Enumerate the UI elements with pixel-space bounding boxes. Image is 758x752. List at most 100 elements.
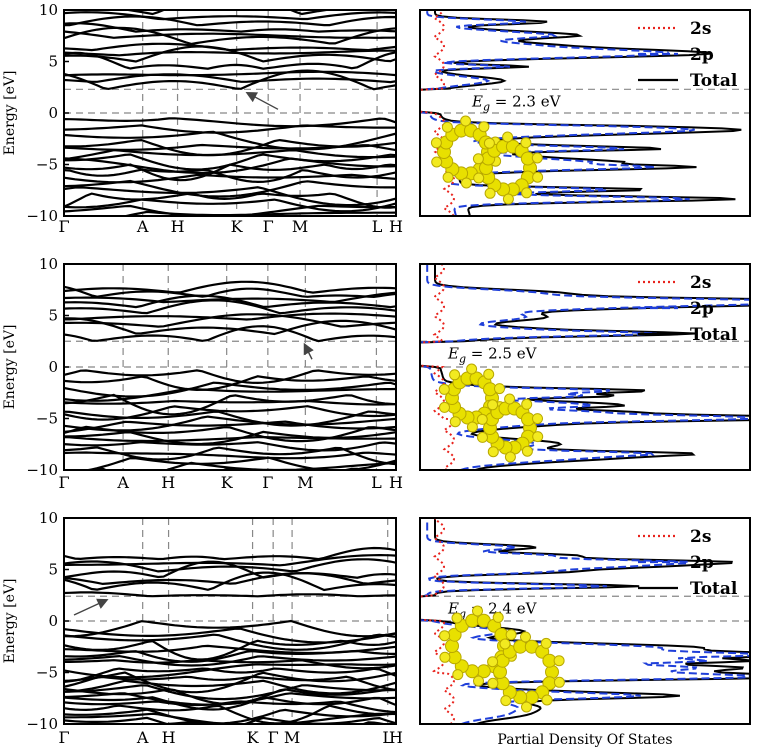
conduction-band [64,546,396,561]
ytick-label: −10 [26,461,58,479]
kpoint-label: L [372,217,383,236]
legend-label: Total [690,325,738,345]
valence-band [64,124,396,134]
kpoint-label: A [136,217,149,236]
valence-band [64,436,396,443]
conduction-band [64,571,396,592]
valence-band [64,138,396,157]
conduction-band [64,312,396,321]
valence-band [64,679,396,695]
kpoint-label: H [161,473,175,492]
valence-band [64,369,396,385]
conduction-band [64,15,396,27]
conduction-band [64,30,396,39]
valence-band [64,704,396,724]
valence-band [82,456,396,470]
kpoint-label: K [221,473,234,492]
ytick-label: 0 [48,104,58,122]
valence-band [64,204,396,216]
valence-band [64,381,396,398]
conduction-band [64,73,396,84]
ytick-label: −5 [36,156,58,174]
valence-band [64,149,396,161]
kpoint-label: L [371,473,382,492]
bands-group [64,280,396,470]
dos-xlabel: Partial Density Of States [497,732,672,748]
ytick-label: −10 [26,715,58,733]
ytick-label: −10 [26,207,58,225]
conduction-band [64,22,396,33]
kpoint-label: M [292,217,308,236]
valence-band [64,700,396,714]
valence-band [64,675,396,692]
kpoint-label: H [162,728,176,747]
kpoint-label: H [389,473,403,492]
valence-band [64,163,396,182]
kpoint-label: M [297,473,313,492]
conduction-band [64,553,396,567]
conduction-band [64,317,396,336]
legend-label: 2s [690,19,711,39]
dos-curves-group [420,264,750,470]
y-axis-label: Energy [eV] [2,325,18,410]
band-gap-value: = 2.4 eV [466,599,538,617]
valence-band [64,692,396,706]
band-gap-annotation: Eg = 2.5 eV [447,344,538,365]
legend-label: 2s [690,527,711,547]
conduction-band [64,591,396,598]
conduction-band [64,299,396,315]
valence-band [64,671,396,694]
valence-band [64,708,396,724]
bands-group [64,10,396,216]
valence-band [64,696,396,711]
conduction-band [64,42,396,52]
conduction-band [64,572,396,586]
ytick-label: −5 [36,410,58,428]
valence-band [64,663,396,679]
kpoint-label: A [136,728,149,747]
legend-label: 2p [690,299,714,319]
valence-band [64,186,396,207]
band-gap-annotation: Eg = 2.4 eV [447,599,538,620]
conduction-band [64,70,396,77]
kpoint-label: L [382,728,393,747]
band-gap-arrow [245,91,279,110]
legend-label: 2s [690,273,711,293]
kpoint-label: H [171,217,185,236]
dos-axes-frame [419,9,751,217]
ytick-label: 5 [48,307,58,325]
kpoint-label: K [247,728,260,747]
conduction-band [64,51,396,70]
total-dos-curve [420,10,742,216]
valence-band [64,712,396,724]
conduction-band [64,11,396,21]
s-orbital-dos-curve [420,264,456,470]
band-gap-annotation: Eg = 2.3 eV [471,92,562,113]
band-gap-value: = 2.3 eV [490,92,562,110]
bands-group [64,546,396,724]
conduction-band [64,313,396,328]
conduction-band [120,10,334,16]
kpoint-label: H [389,728,403,747]
kpoint-label: A [116,473,129,492]
ytick-label: 0 [48,612,58,630]
molecule-structure-image [438,363,544,463]
conduction-band [64,285,396,299]
kpoint-label: Γ [268,728,279,747]
valence-band [64,393,396,416]
valence-band [64,399,396,406]
kpoint-label: Γ [58,728,69,747]
kpoint-label: Γ [262,473,273,492]
ytick-label: 5 [48,53,58,71]
ytick-label: 10 [39,255,58,273]
molecule-structure-image [430,115,544,205]
valence-band [64,425,396,443]
valence-band [64,451,396,460]
ytick-label: 0 [48,358,58,376]
kpoint-label: Γ [58,473,69,492]
legend-label: Total [690,579,738,599]
conduction-band [64,69,396,91]
valence-band [64,659,396,670]
valence-band [64,198,396,213]
